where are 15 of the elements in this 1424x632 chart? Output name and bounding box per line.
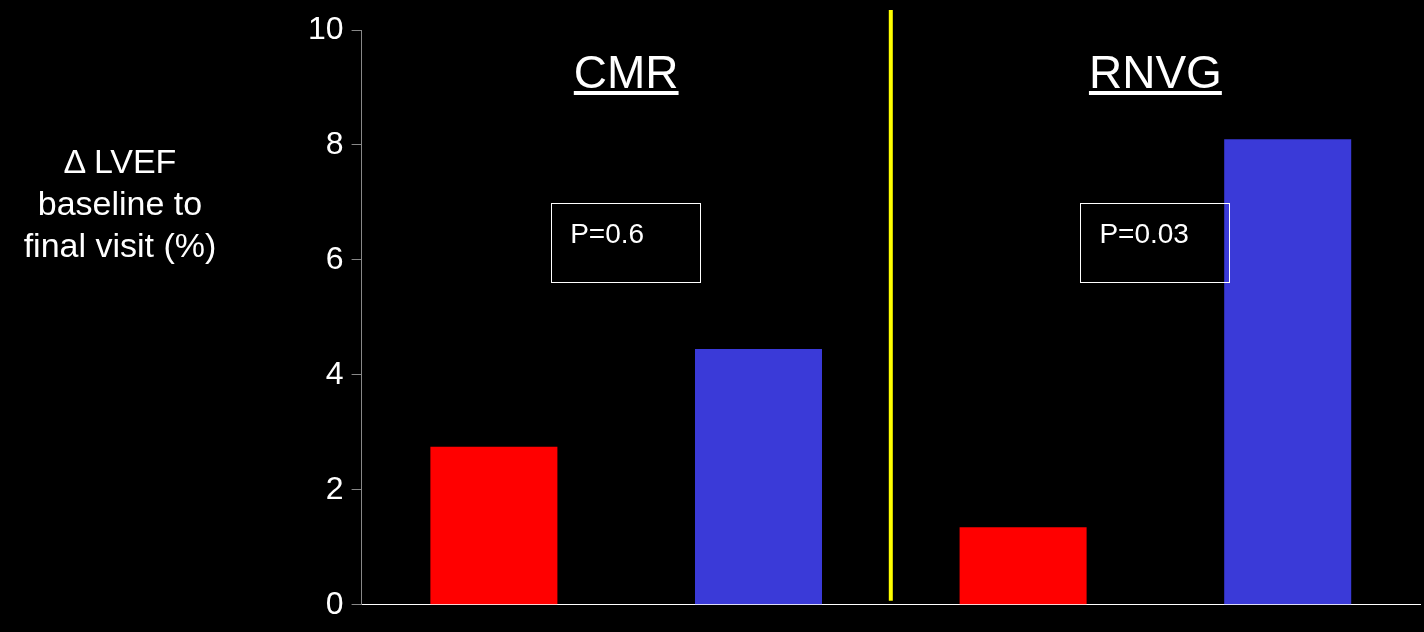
y-tick-label: 0 — [325, 584, 344, 621]
annotation: P=0.6 — [551, 203, 702, 283]
y-tick-label: 4 — [325, 354, 344, 391]
annotation: RNVG — [1088, 45, 1222, 99]
y-tick-label: 6 — [325, 239, 344, 276]
annotation: CMR — [573, 45, 679, 99]
y-tick-label: 2 — [325, 469, 344, 506]
y-axis-title: Δ LVEF baseline to final visit (%) — [22, 141, 218, 266]
bar — [1224, 139, 1352, 605]
bar — [430, 446, 558, 605]
y-tick-label: 8 — [325, 124, 344, 161]
bar — [959, 527, 1087, 605]
y-tick-label: 10 — [308, 9, 344, 46]
annotation: P=0.03 — [1080, 203, 1231, 283]
bar — [694, 349, 822, 605]
